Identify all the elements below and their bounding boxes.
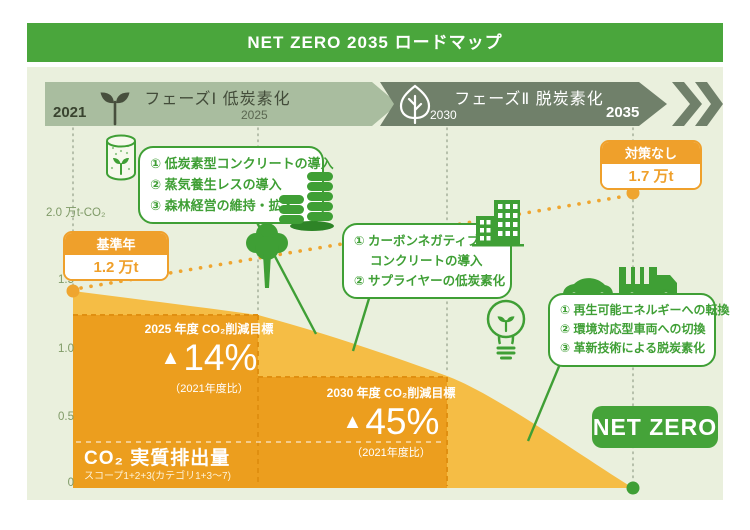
- baseline-badge-value: 1.2 万t: [65, 255, 167, 279]
- no-action-badge-label: 対策なし: [602, 142, 700, 164]
- lightbulb-sprout-icon: [486, 299, 526, 360]
- callout-item: ③ 森林経営の維持・拡大: [150, 197, 295, 213]
- target-2025-label: 2025 年度 CO₂削減目標: [144, 322, 274, 336]
- net-zero-badge: NET ZERO: [592, 406, 718, 448]
- tree-solid-icon: [246, 223, 288, 288]
- page-title: NET ZERO 2035 ロードマップ: [27, 23, 723, 62]
- no-action-badge-value: 1.7 万t: [602, 164, 700, 188]
- emissions-area-title: CO₂ 実質排出量: [84, 448, 231, 469]
- axis-top-tick-and-unit: 2.0 万t-CO₂: [46, 204, 105, 220]
- axis-tick: 0.5: [58, 411, 74, 423]
- target-2025-block: 2025 年度 CO₂削減目標 ▲14% （2021年度比）: [118, 320, 300, 396]
- coin-stacks-icon: [279, 172, 334, 231]
- truck-icon: [619, 267, 677, 301]
- target-2030-label: 2030 年度 CO₂削減目標: [326, 386, 456, 400]
- phase1-start-year: 2021: [53, 104, 87, 121]
- target-2030-value: 45%: [365, 401, 440, 442]
- callout-item: ③ 革新技術による脱炭素化: [560, 341, 706, 356]
- phase1-label: フェーズⅠ 低炭素化: [144, 91, 291, 108]
- target-2030-note: （2021年度比）: [351, 447, 431, 459]
- callout-item: ① カーボンネガティブ: [354, 234, 480, 248]
- callout-item: ② 蒸気養生レスの導入: [150, 176, 282, 192]
- axis-tick: 1.0: [58, 343, 74, 355]
- axis-unit-label: 万t-CO₂: [65, 207, 106, 219]
- callout-item: コンクリートの導入: [354, 254, 483, 268]
- sprout-icon: [100, 92, 130, 126]
- tree-outline-icon: [399, 84, 431, 124]
- phase2-end-year: 2035: [606, 104, 640, 121]
- target-2025-note: （2021年度比）: [169, 383, 249, 395]
- callout-phase2-measures: ① カーボンネガティブ コンクリートの導入 ② サプライヤーの低炭素化: [342, 223, 512, 299]
- building-icon: [472, 200, 524, 247]
- phase2-label: フェーズⅡ 脱炭素化: [454, 91, 604, 108]
- callout-item: ② サプライヤーの低炭素化: [354, 274, 506, 288]
- target-2030-block: 2030 年度 CO₂削減目標 ▲45% （2021年度比）: [302, 384, 480, 460]
- callout-item: ① 再生可能エネルギーへの転換: [560, 303, 730, 317]
- axis-tick: 2.0: [46, 207, 62, 219]
- target-2025-value: 14%: [183, 337, 258, 378]
- phase1-end-year: 2025: [241, 108, 268, 122]
- baseline-badge-label: 基準年: [65, 233, 167, 255]
- callout-item: ② 環境対応型車両への切換: [560, 322, 706, 337]
- triangle-down-icon: ▲: [342, 411, 363, 433]
- no-action-badge: 対策なし 1.7 万t: [600, 140, 702, 190]
- emissions-area-subtitle: スコープ1+2+3(カテゴリ1+3〜7): [84, 471, 231, 482]
- axis-tick: 0: [67, 477, 74, 489]
- concrete-cylinder-icon: [106, 134, 136, 181]
- phase2-start-year: 2030: [430, 108, 457, 122]
- triangle-down-icon: ▲: [160, 347, 181, 369]
- callout-2035-measures: ① 再生可能エネルギーへの転換 ② 環境対応型車両への切換 ③ 革新技術による脱…: [548, 293, 730, 367]
- baseline-badge: 基準年 1.2 万t: [63, 231, 169, 281]
- callout-item: ① 低炭素型コンクリートの導入: [150, 156, 334, 171]
